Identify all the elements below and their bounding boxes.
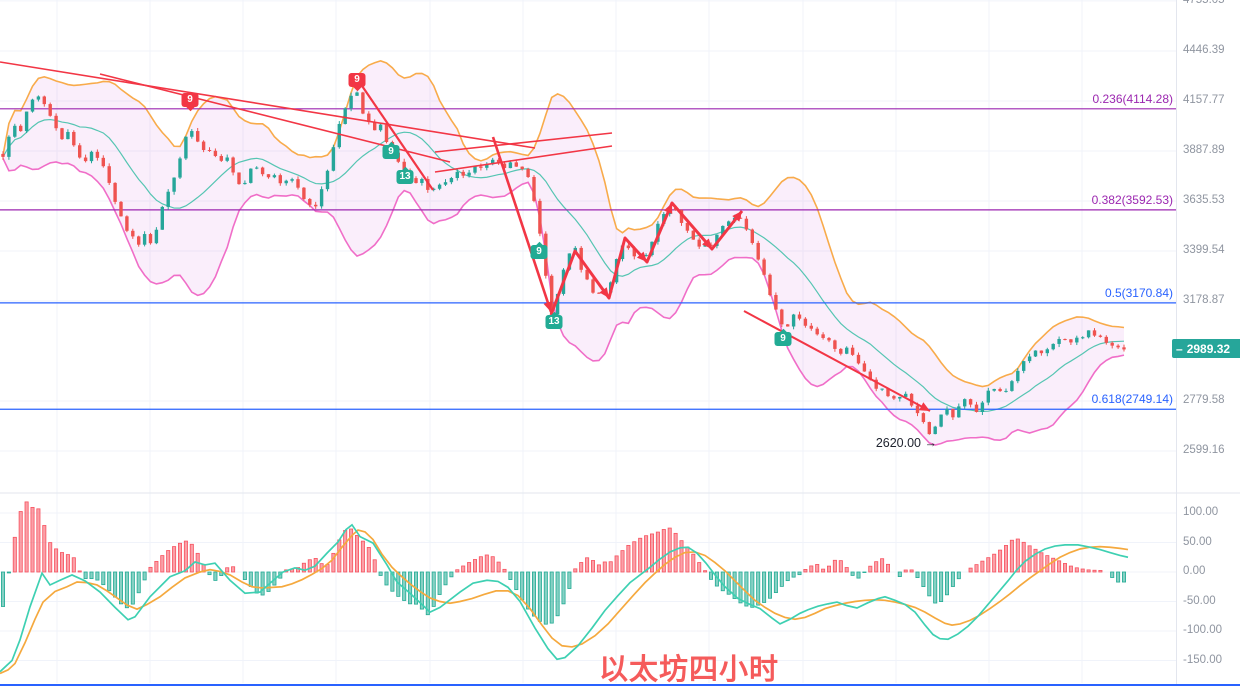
td-count-badge: 9 — [181, 93, 199, 111]
td-count-badge: 9 — [530, 241, 548, 259]
td-count-value: 9 — [388, 146, 394, 157]
indicator-axis-tick: -50.00 — [1183, 594, 1216, 607]
td-count-value: 9 — [536, 246, 542, 257]
td-count-badge: 9 — [348, 73, 366, 91]
low-price-text: 2620.00 — [875, 436, 922, 450]
indicator-axis-tick: 50.00 — [1183, 535, 1212, 548]
price-axis-tick: 4157.77 — [1183, 93, 1225, 106]
fib-retracement-lines[interactable] — [0, 108, 1176, 410]
td-count-badge: 9 — [382, 141, 400, 159]
price-axis-tick: 3178.87 — [1183, 294, 1225, 306]
band-lower-line — [2, 158, 1125, 446]
indicator-axis-tick: -100.00 — [1183, 624, 1223, 636]
last-price-value: 2989.32 — [1186, 341, 1231, 356]
td-count-value: 13 — [548, 316, 560, 327]
price-axis-tick: 2779.58 — [1183, 394, 1225, 407]
indicator-axis-tick: 100.00 — [1183, 506, 1219, 518]
td-count-value: 9 — [187, 94, 193, 105]
price-axis-tick: 3887.89 — [1183, 143, 1225, 156]
candles-layer[interactable] — [1, 91, 1126, 435]
right-arrow-icon: → — [924, 436, 938, 450]
bottom-edge-line — [0, 684, 1240, 686]
last-price-badge: – 2989.32 — [1172, 339, 1240, 358]
indicator-lines — [0, 523, 1129, 675]
bollinger-band — [2, 60, 1125, 446]
fib-level-label[interactable]: 0.618(2749.14) — [1091, 392, 1173, 407]
fib-level-label[interactable]: 0.5(3170.84) — [1104, 285, 1173, 300]
price-axis-tick: 3399.54 — [1183, 243, 1225, 256]
td-count-badge: 13 — [396, 166, 414, 184]
band-upper-line — [2, 60, 1125, 388]
td-count-badge: 13 — [545, 311, 563, 329]
band-middle-line — [2, 118, 1125, 413]
slow-ma-line — [0, 529, 1129, 675]
price-axis-tick: 4446.39 — [1183, 43, 1225, 56]
td-count-value: 9 — [780, 333, 786, 344]
low-price-annotation[interactable]: 2620.00 → — [815, 436, 937, 450]
price-axis-tick: 2599.16 — [1183, 444, 1225, 457]
price-axis-tick: 3635.53 — [1183, 193, 1225, 206]
price-axis-tick: 4755.05 — [1183, 0, 1225, 6]
fast-ma-line — [0, 523, 1129, 673]
indicator-axis-tick: -150.00 — [1183, 653, 1223, 666]
td-count-value: 9 — [354, 74, 360, 85]
indicator-axis-tick: 0.00 — [1183, 565, 1206, 577]
td-count-badge: 9 — [774, 328, 792, 346]
histogram-layer — [0, 501, 1127, 625]
td-count-value: 13 — [399, 171, 411, 182]
price-line-dash: – — [1176, 341, 1183, 356]
fib-level-label[interactable]: 0.382(3592.53) — [1091, 192, 1173, 207]
watermark-title: 以太坊四小时 — [599, 654, 780, 686]
fib-level-label[interactable]: 0.236(4114.28) — [1092, 91, 1173, 106]
